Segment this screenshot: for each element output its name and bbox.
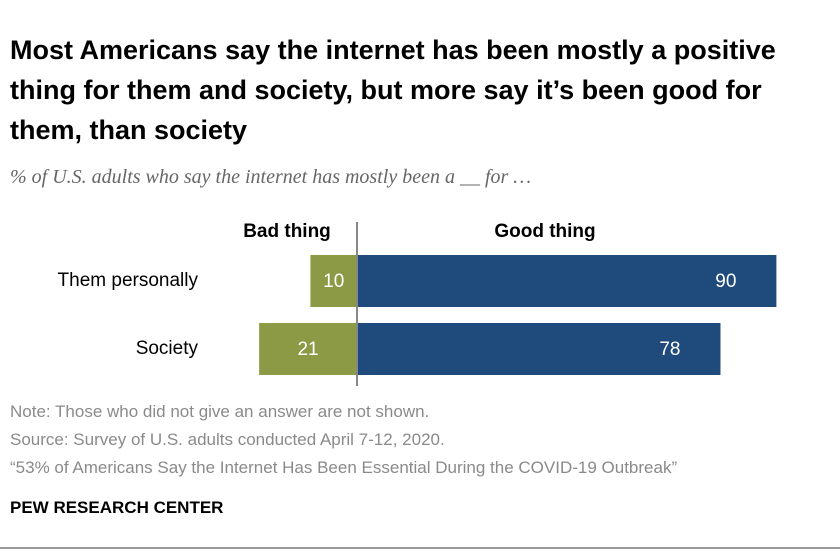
value-label: 10 — [323, 271, 344, 292]
legend-label: Good thing — [494, 221, 595, 242]
chart-subtitle: % of U.S. adults who say the internet ha… — [10, 166, 532, 188]
bar — [310, 255, 357, 307]
category-label: Society — [136, 338, 199, 359]
source-org: PEW RESEARCH CENTER — [10, 498, 224, 517]
chart-title: Most Americans say the internet has been… — [10, 35, 776, 145]
bar — [357, 255, 777, 307]
value-label: 90 — [715, 271, 736, 292]
note: Source: Survey of U.S. adults conducted … — [10, 430, 445, 449]
value-label: 21 — [297, 339, 318, 360]
note: Note: Those who did not give an answer a… — [10, 402, 430, 421]
legend-label: Bad thing — [243, 221, 331, 242]
bar — [357, 323, 721, 375]
category-label: Them personally — [58, 270, 199, 291]
value-label: 78 — [659, 339, 680, 360]
bar — [259, 323, 357, 375]
note: “53% of Americans Say the Internet Has B… — [10, 458, 678, 477]
